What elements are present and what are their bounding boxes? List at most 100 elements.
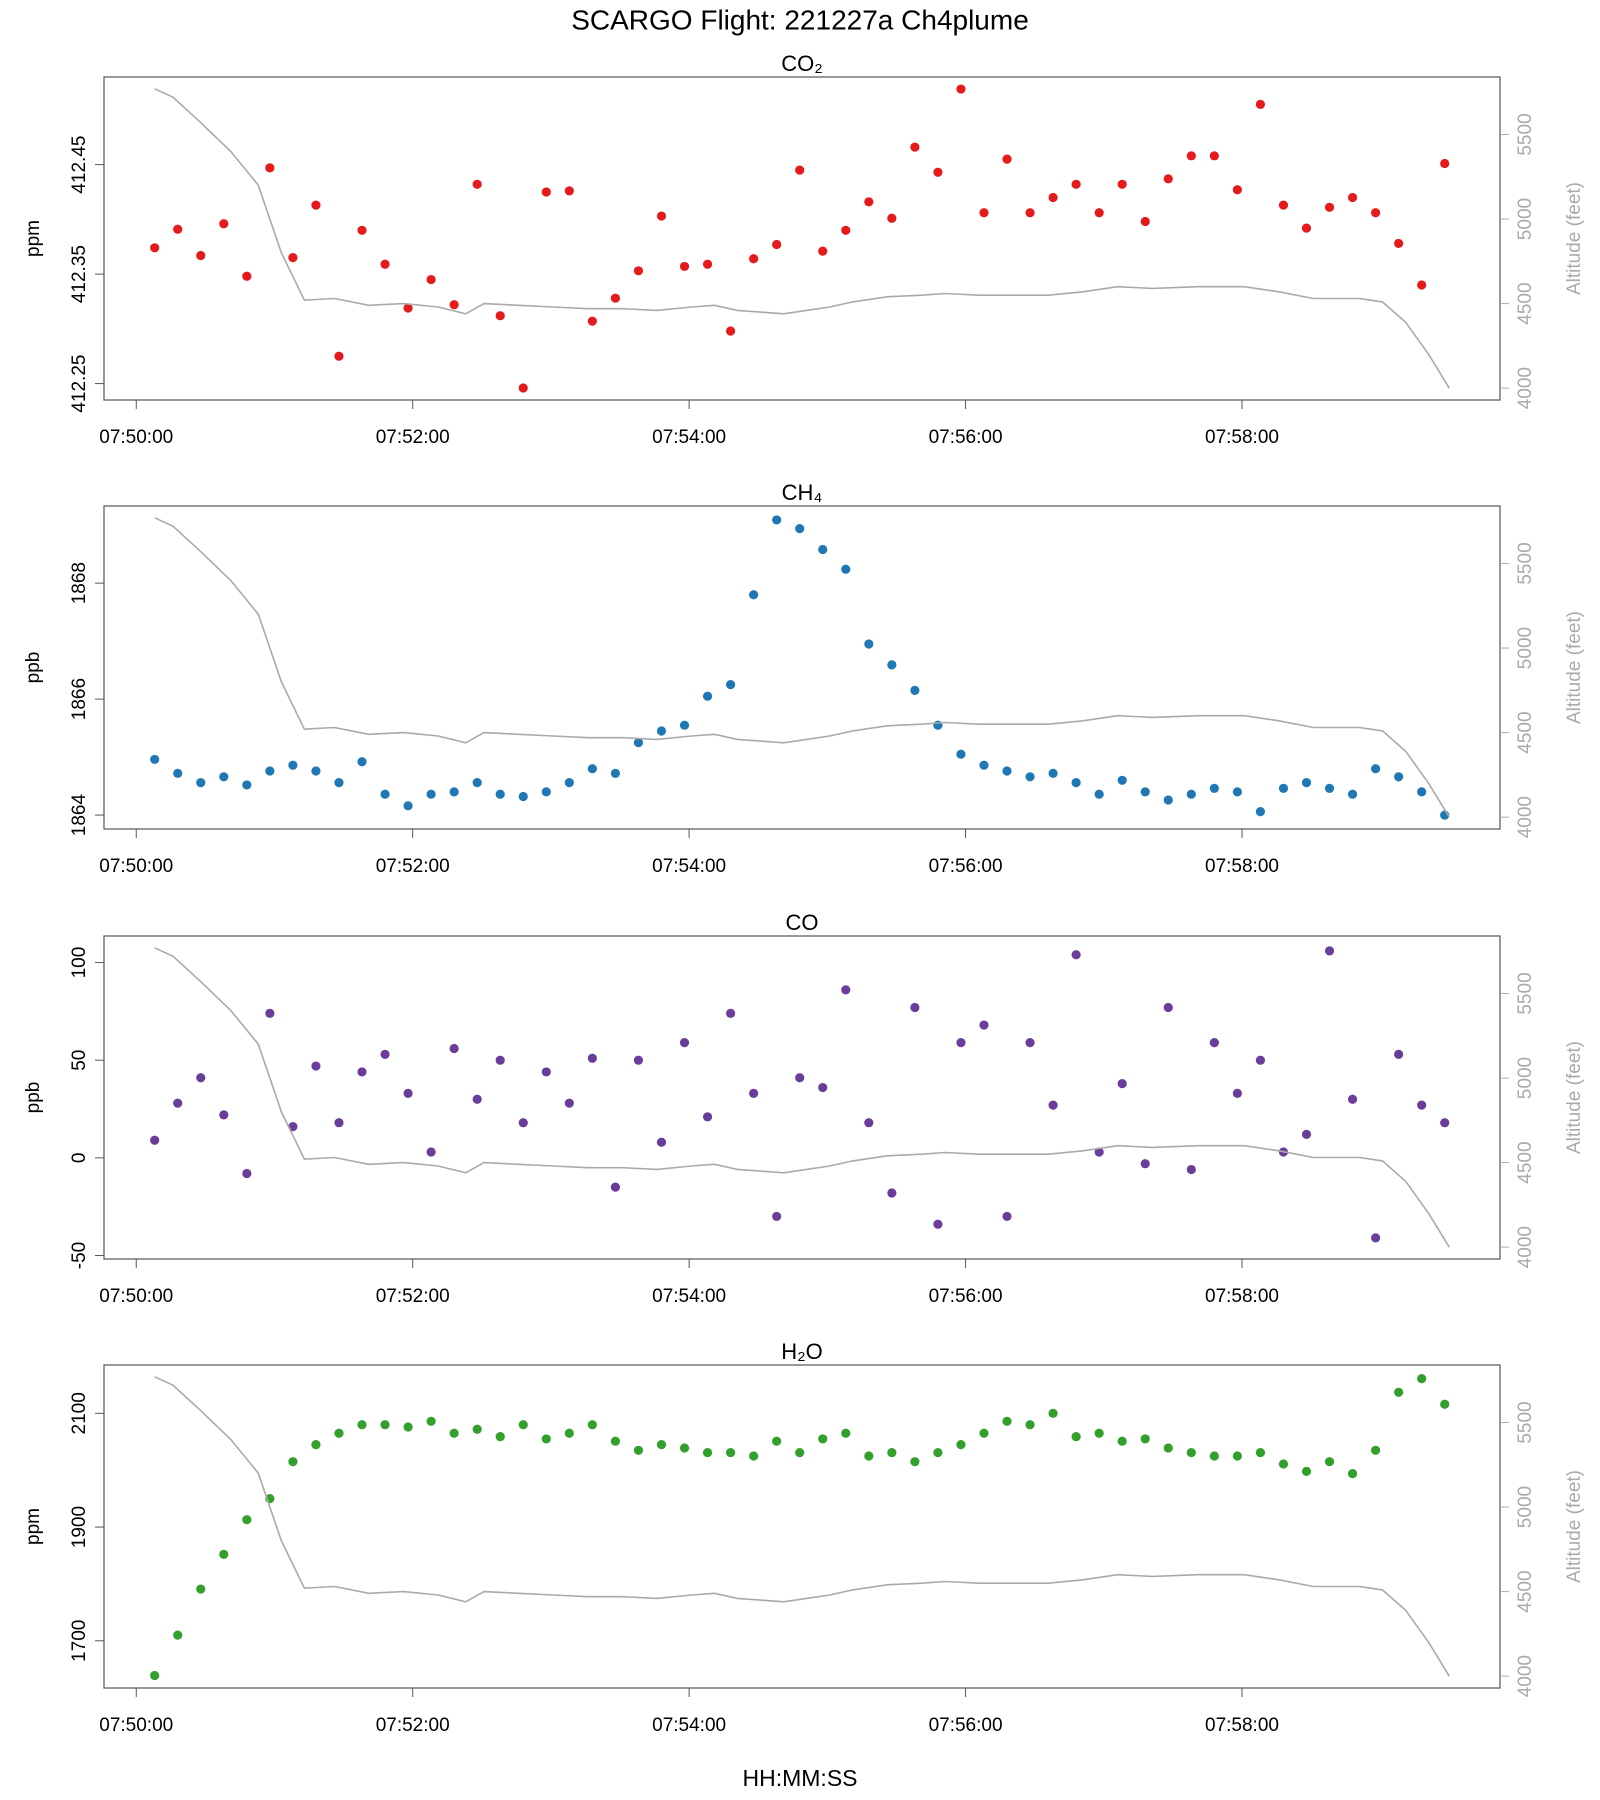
data-point — [795, 524, 805, 534]
data-point — [288, 1121, 298, 1132]
data-point — [1371, 1233, 1381, 1243]
y2-tick-label: 4000 — [1515, 1655, 1536, 1697]
data-point — [242, 1515, 252, 1525]
y-tick-label: 1900 — [69, 1506, 90, 1548]
data-point — [1301, 778, 1312, 788]
data-point — [357, 757, 367, 767]
y2-tick-label: 4500 — [1515, 282, 1536, 324]
data-point — [518, 383, 528, 393]
data-point — [795, 1073, 805, 1083]
data-point — [841, 564, 851, 574]
data-point — [265, 163, 275, 173]
data-point — [979, 1428, 989, 1438]
data-point — [564, 1428, 574, 1438]
data-point — [1117, 179, 1127, 189]
data-point — [334, 351, 344, 361]
data-point — [196, 1584, 206, 1594]
data-point — [518, 791, 528, 802]
data-point — [426, 274, 436, 285]
data-point — [334, 778, 344, 788]
x-tick-label: 07:54:00 — [652, 856, 726, 877]
data-point — [1324, 202, 1335, 212]
data-point — [633, 1055, 644, 1065]
data-point — [1071, 778, 1081, 788]
panel-title: CO — [786, 910, 819, 935]
data-point — [196, 250, 206, 261]
data-point — [380, 1049, 390, 1059]
y-tick-label: 412.35 — [69, 245, 90, 303]
y-axis-title: ppb — [23, 1082, 44, 1114]
data-point — [150, 1135, 160, 1145]
data-point — [1255, 99, 1266, 109]
data-point — [1255, 1055, 1266, 1065]
data-point — [1048, 768, 1058, 778]
y2-tick-label: 4000 — [1515, 367, 1536, 409]
data-point — [933, 1219, 943, 1229]
data-point — [357, 1067, 367, 1077]
data-point — [219, 772, 229, 782]
data-point — [1301, 1129, 1312, 1140]
data-point — [956, 84, 966, 94]
data-point — [587, 316, 597, 326]
data-point — [1002, 154, 1012, 164]
y-tick-label: 50 — [69, 1050, 90, 1071]
x-tick-label: 07:58:00 — [1205, 427, 1279, 448]
y2-tick-label: 4000 — [1515, 796, 1536, 838]
data-point — [1347, 1469, 1358, 1479]
plot-frame — [103, 76, 1501, 401]
data-point — [1163, 174, 1173, 184]
data-point — [150, 754, 160, 765]
data-point — [472, 1424, 482, 1434]
data-point — [1347, 789, 1358, 799]
data-point — [656, 726, 667, 736]
y2-tick-label: 4500 — [1515, 1141, 1536, 1183]
data-point — [449, 300, 459, 310]
y2-axis-title: Altitude (feet) — [1564, 611, 1585, 724]
y-tick-label: 1868 — [69, 562, 90, 604]
data-point — [449, 1043, 459, 1054]
x-tick-label: 07:54:00 — [652, 427, 726, 448]
data-point — [610, 768, 621, 778]
data-point — [288, 253, 298, 263]
data-point — [495, 1055, 505, 1065]
data-point — [795, 1447, 805, 1458]
data-point — [495, 789, 505, 799]
data-point — [1417, 1374, 1427, 1384]
y2-axis-title: Altitude (feet) — [1564, 182, 1585, 295]
data-point — [196, 778, 206, 788]
data-point — [679, 1038, 690, 1048]
plot-frame — [103, 935, 1501, 1260]
data-point — [173, 768, 183, 778]
data-point — [749, 254, 759, 264]
data-point — [242, 780, 252, 790]
data-point — [1163, 795, 1173, 805]
plot-frame — [103, 505, 1501, 830]
data-point — [1186, 151, 1196, 161]
data-point — [725, 326, 736, 336]
data-point — [288, 760, 298, 770]
data-point — [541, 787, 551, 797]
data-point — [887, 660, 897, 670]
data-point — [956, 1038, 966, 1048]
data-point — [887, 213, 897, 223]
data-point — [380, 1420, 390, 1430]
data-point — [979, 760, 989, 770]
x-tick-label: 07:54:00 — [652, 1286, 726, 1307]
x-tick-label: 07:50:00 — [99, 1715, 173, 1736]
data-point — [749, 1451, 759, 1461]
data-point — [1186, 1447, 1196, 1458]
data-point — [979, 1020, 989, 1030]
y2-tick-label: 5500 — [1515, 542, 1536, 584]
data-point — [1140, 1159, 1150, 1169]
data-point — [541, 187, 551, 197]
data-point — [472, 778, 482, 788]
x-tick-label: 07:50:00 — [99, 1286, 173, 1307]
figure-title: SCARGO Flight: 221227a Ch4plume — [571, 4, 1029, 35]
data-point — [1094, 1147, 1104, 1157]
x-tick-label: 07:56:00 — [929, 856, 1003, 877]
panel-title: CO₂ — [781, 51, 823, 76]
data-point — [933, 167, 943, 177]
data-point — [1186, 1164, 1196, 1175]
data-point — [449, 1428, 459, 1438]
